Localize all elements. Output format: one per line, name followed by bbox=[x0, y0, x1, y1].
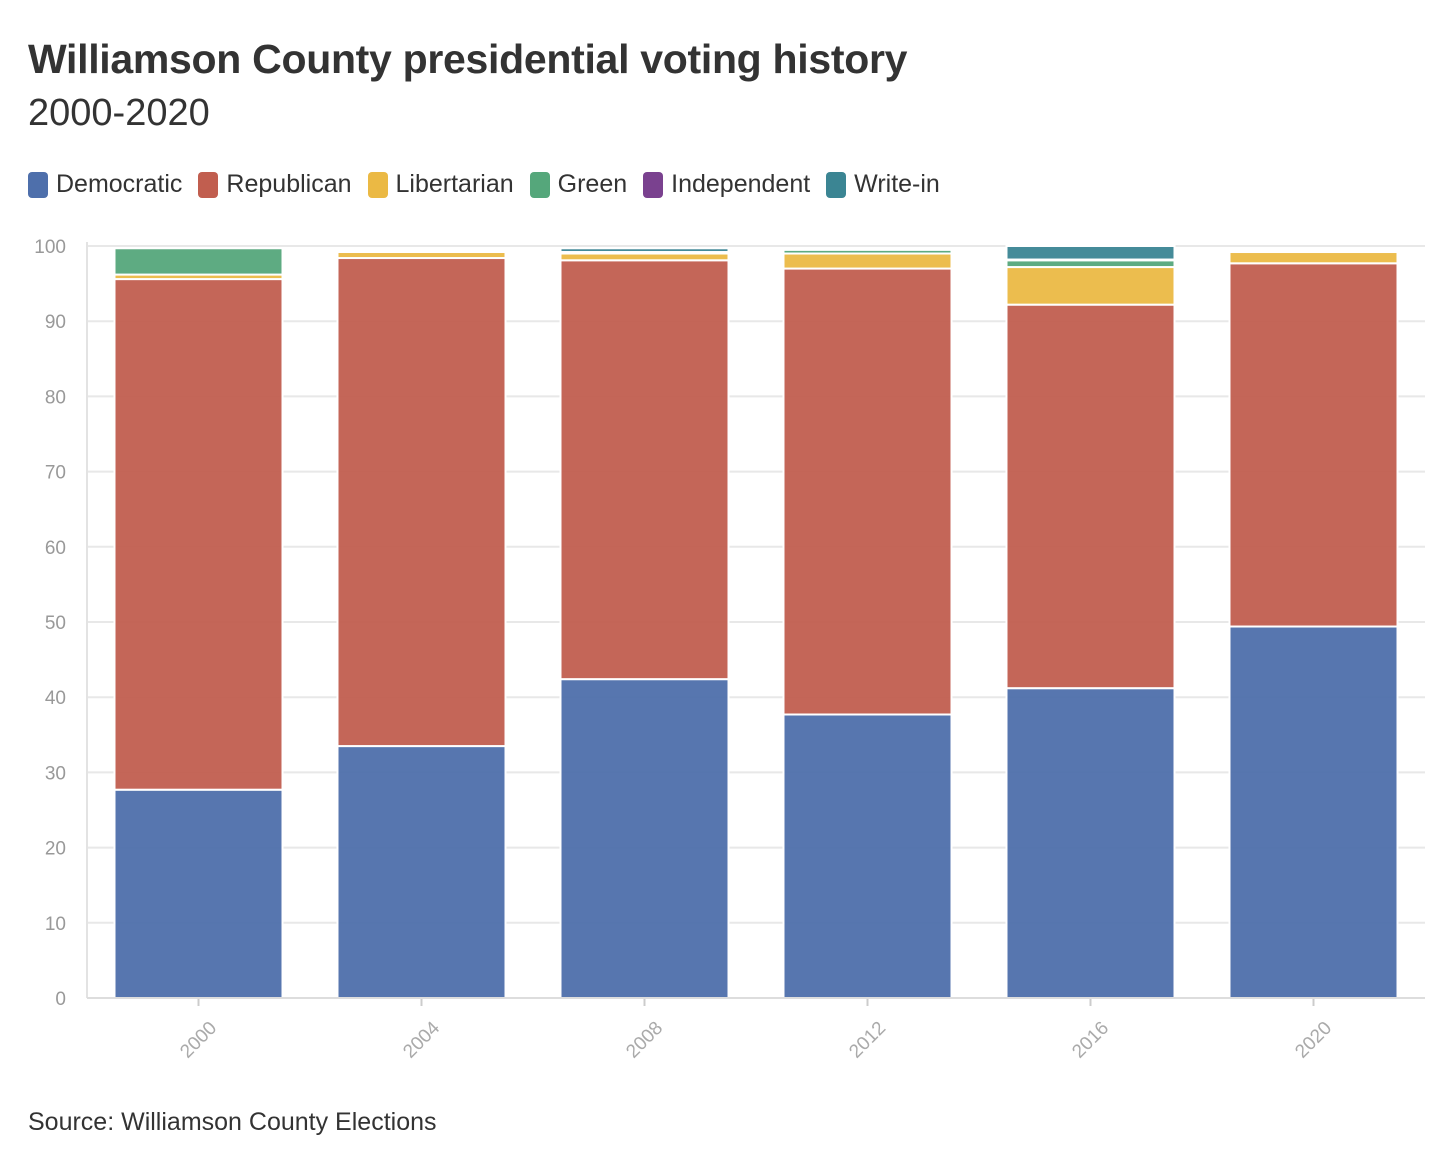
bar-2016-write-in[interactable] bbox=[1005, 245, 1176, 261]
legend-label-republican: Republican bbox=[226, 170, 352, 198]
bar-stack-2008 bbox=[559, 247, 730, 999]
y-tick-label: 0 bbox=[55, 989, 66, 1010]
legend-swatch-libertarian bbox=[367, 171, 388, 198]
bar-2008-democratic[interactable] bbox=[559, 678, 730, 999]
source-note: Source: Williamson County Elections bbox=[28, 1108, 437, 1136]
bar-stack-2012 bbox=[782, 248, 953, 999]
legend-swatch-write-in bbox=[826, 171, 847, 198]
bar-stack-2016 bbox=[1005, 245, 1176, 1000]
y-tick-label: 50 bbox=[45, 613, 66, 634]
legend-label-write-in: Write-in bbox=[854, 170, 940, 198]
bar-2008-republican[interactable] bbox=[559, 259, 730, 681]
bar-2016-democratic[interactable] bbox=[1005, 687, 1176, 1000]
bar-2012-libertarian[interactable] bbox=[782, 252, 953, 270]
legend-item-independent[interactable]: Independent bbox=[643, 170, 810, 199]
legend-swatch-democratic bbox=[28, 171, 48, 198]
legend: Democratic Republican Libertarian Green … bbox=[28, 170, 956, 199]
bar-2020-green[interactable] bbox=[1228, 249, 1399, 254]
bar-2020-republican[interactable] bbox=[1228, 262, 1399, 628]
bar-2020-democratic[interactable] bbox=[1228, 625, 1399, 1000]
x-axis: 2000 2004 2008 2012 2016 2020 bbox=[87, 997, 1425, 1063]
bar-2012-write-in[interactable] bbox=[782, 248, 953, 251]
legend-label-democratic: Democratic bbox=[56, 170, 183, 198]
x-tick-label: 2000 bbox=[176, 1018, 221, 1063]
gridlines bbox=[87, 245, 1425, 924]
bar-2020-libertarian[interactable] bbox=[1228, 251, 1399, 265]
x-tick-label: 2020 bbox=[1291, 1018, 1336, 1063]
y-axis: 0 10 20 30 40 50 60 70 80 90 100 bbox=[34, 237, 88, 1010]
y-tick-label: 30 bbox=[45, 763, 66, 784]
legend-item-democratic[interactable]: Democratic bbox=[28, 170, 182, 199]
bar-stack-2004 bbox=[336, 251, 507, 1000]
y-tick-label: 60 bbox=[45, 538, 66, 559]
bar-2004-libertarian[interactable] bbox=[336, 251, 507, 260]
bar-2000-republican[interactable] bbox=[113, 278, 284, 791]
bar-2016-libertarian[interactable] bbox=[1005, 266, 1176, 306]
x-tick-label: 2008 bbox=[622, 1018, 667, 1063]
bar-2012-democratic[interactable] bbox=[782, 713, 953, 999]
bar-stack-2000 bbox=[113, 247, 284, 999]
legend-swatch-independent bbox=[643, 171, 664, 198]
y-tick-label: 70 bbox=[45, 463, 66, 484]
y-tick-label: 100 bbox=[34, 237, 66, 258]
legend-swatch-green bbox=[529, 171, 550, 198]
bar-2004-republican[interactable] bbox=[336, 257, 507, 748]
legend-label-green: Green bbox=[557, 170, 628, 198]
bar-2016-green[interactable] bbox=[1005, 259, 1176, 269]
chart-title: Williamson County presidential voting hi… bbox=[28, 36, 908, 82]
legend-swatch-republican bbox=[198, 171, 219, 198]
bar-2000-democratic[interactable] bbox=[113, 788, 284, 999]
bar-stack-2020 bbox=[1228, 249, 1399, 1000]
legend-item-write-in[interactable]: Write-in bbox=[826, 170, 940, 199]
x-tick-label: 2012 bbox=[845, 1018, 890, 1063]
bar-2016-republican[interactable] bbox=[1005, 303, 1176, 690]
y-tick-label: 20 bbox=[45, 839, 66, 860]
bar-2004-democratic[interactable] bbox=[336, 745, 507, 1000]
legend-item-libertarian[interactable]: Libertarian bbox=[367, 170, 514, 199]
legend-label-independent: Independent bbox=[671, 170, 811, 198]
chart-subtitle: 2000-2020 bbox=[28, 92, 210, 134]
y-tick-label: 80 bbox=[45, 387, 66, 408]
y-tick-label: 40 bbox=[45, 688, 66, 709]
bar-2012-republican[interactable] bbox=[782, 267, 953, 716]
bar-2008-write-in[interactable] bbox=[559, 247, 730, 254]
legend-item-republican[interactable]: Republican bbox=[198, 170, 352, 199]
bars bbox=[113, 245, 1399, 1000]
x-tick-label: 2004 bbox=[399, 1017, 444, 1062]
legend-item-green[interactable]: Green bbox=[529, 170, 628, 199]
legend-label-libertarian: Libertarian bbox=[395, 170, 514, 198]
y-tick-label: 90 bbox=[45, 312, 66, 333]
x-tick-label: 2016 bbox=[1068, 1018, 1113, 1063]
bar-2000-green[interactable] bbox=[113, 247, 284, 276]
y-tick-label: 10 bbox=[45, 914, 66, 935]
bar-2008-libertarian[interactable] bbox=[559, 252, 730, 262]
